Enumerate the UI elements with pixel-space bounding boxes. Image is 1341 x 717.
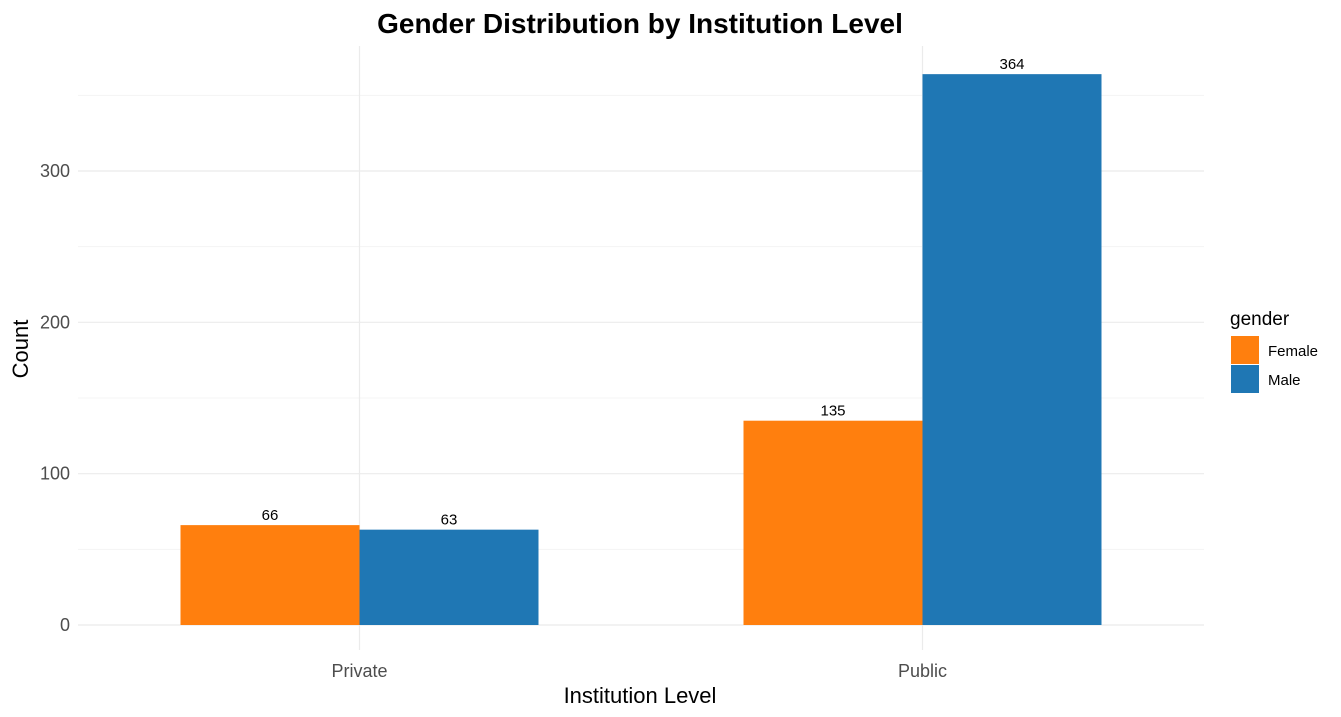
- y-tick-label-1: 100: [40, 464, 70, 484]
- x-axis-ticks: Private Public: [331, 661, 947, 681]
- y-tick-label-0: 0: [60, 615, 70, 635]
- legend-items: Female Male: [1231, 336, 1318, 393]
- legend-title: gender: [1230, 309, 1290, 330]
- data-label-private-female: 66: [262, 507, 279, 524]
- data-labels: 66 63 135 364: [262, 56, 1025, 529]
- x-tick-label-public: Public: [898, 661, 947, 681]
- legend-label-male: Male: [1268, 372, 1301, 389]
- y-tick-label-3: 300: [40, 161, 70, 181]
- legend-swatch-female: [1231, 336, 1259, 364]
- x-tick-label-private: Private: [331, 661, 387, 681]
- bar-private-male: [359, 529, 539, 625]
- legend-swatch-male: [1231, 365, 1259, 393]
- data-label-public-male: 364: [999, 56, 1024, 73]
- bars: [180, 74, 1102, 625]
- y-axis-title: Count: [8, 320, 33, 379]
- data-label-private-male: 63: [441, 512, 458, 529]
- bar-public-female: [743, 420, 923, 625]
- x-axis-title: Institution Level: [564, 683, 717, 708]
- chart-title: Gender Distribution by Institution Level: [377, 8, 903, 39]
- data-label-public-female: 135: [820, 403, 845, 420]
- y-tick-label-2: 200: [40, 312, 70, 332]
- legend: gender Female Male: [1230, 309, 1318, 393]
- bar-public-male: [922, 74, 1102, 625]
- y-axis-ticks: 0 100 200 300: [40, 161, 70, 635]
- legend-label-female: Female: [1268, 343, 1318, 360]
- bar-private-female: [180, 525, 360, 625]
